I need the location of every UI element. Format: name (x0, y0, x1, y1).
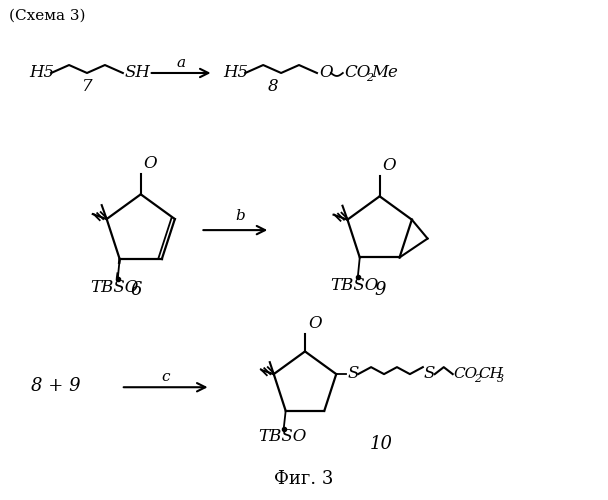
Text: b: b (235, 209, 245, 223)
Text: TBSO: TBSO (330, 278, 378, 294)
Text: Me: Me (371, 64, 399, 81)
Text: 10: 10 (370, 435, 393, 453)
Text: O: O (308, 314, 322, 332)
Text: 2: 2 (366, 73, 373, 83)
Text: 2: 2 (474, 374, 481, 384)
Text: TBSO: TBSO (258, 428, 306, 444)
Text: (Схема 3): (Схема 3) (9, 8, 86, 22)
Text: S: S (424, 365, 435, 382)
Text: 8: 8 (268, 78, 279, 95)
Text: Фиг. 3: Фиг. 3 (274, 470, 334, 488)
Text: H5: H5 (223, 64, 249, 81)
Text: S: S (347, 365, 359, 382)
Text: 3: 3 (497, 374, 503, 384)
Text: 9: 9 (375, 281, 386, 298)
Text: 8 + 9: 8 + 9 (31, 377, 81, 395)
Text: c: c (161, 370, 170, 384)
Text: H5: H5 (29, 64, 54, 81)
Text: O: O (143, 156, 157, 172)
Text: CH: CH (478, 367, 503, 381)
Text: TBSO: TBSO (90, 279, 138, 296)
Text: 7: 7 (82, 78, 92, 95)
Text: O: O (382, 158, 396, 174)
Text: CO: CO (345, 64, 371, 81)
Text: 6: 6 (131, 281, 142, 298)
Text: O: O (319, 64, 333, 81)
Text: a: a (176, 56, 185, 70)
Text: SH: SH (125, 64, 151, 81)
Text: CO: CO (454, 367, 478, 381)
